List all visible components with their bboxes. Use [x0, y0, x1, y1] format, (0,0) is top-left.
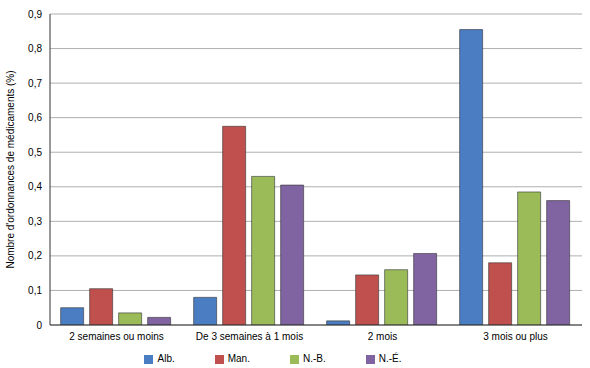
html-text:Man.: Man. — [227, 353, 250, 364]
svg-text:0: 0 — [36, 320, 42, 331]
svg-text:0,5: 0,5 — [28, 147, 42, 158]
svg-text:0,6: 0,6 — [28, 112, 42, 123]
svg-text:0,9: 0,9 — [28, 9, 42, 20]
html-text:N.-B.: N.-B. — [303, 353, 326, 364]
html-text:N.-É.: N.-É. — [378, 353, 402, 364]
svg-text:0,3: 0,3 — [28, 216, 42, 227]
svg-text:De 3 semaines à 1 mois: De 3 semaines à 1 mois — [196, 331, 303, 342]
svg-text:2 semaines ou moins: 2 semaines ou moins — [69, 331, 164, 342]
svg-text:0,1: 0,1 — [28, 285, 42, 296]
svg-text:0,8: 0,8 — [28, 43, 42, 54]
svg-text:0,4: 0,4 — [28, 181, 42, 192]
svg-text:2 mois: 2 mois — [368, 331, 397, 342]
svg-text:0,7: 0,7 — [28, 78, 42, 89]
svg-text:0,2: 0,2 — [28, 250, 42, 261]
html-text:Alb.: Alb. — [157, 353, 175, 364]
svg-text:Nombre d'ordonnances de médica: Nombre d'ordonnances de médicaments (%) — [8, 70, 16, 268]
svg-text:3 mois ou plus: 3 mois ou plus — [483, 331, 547, 342]
